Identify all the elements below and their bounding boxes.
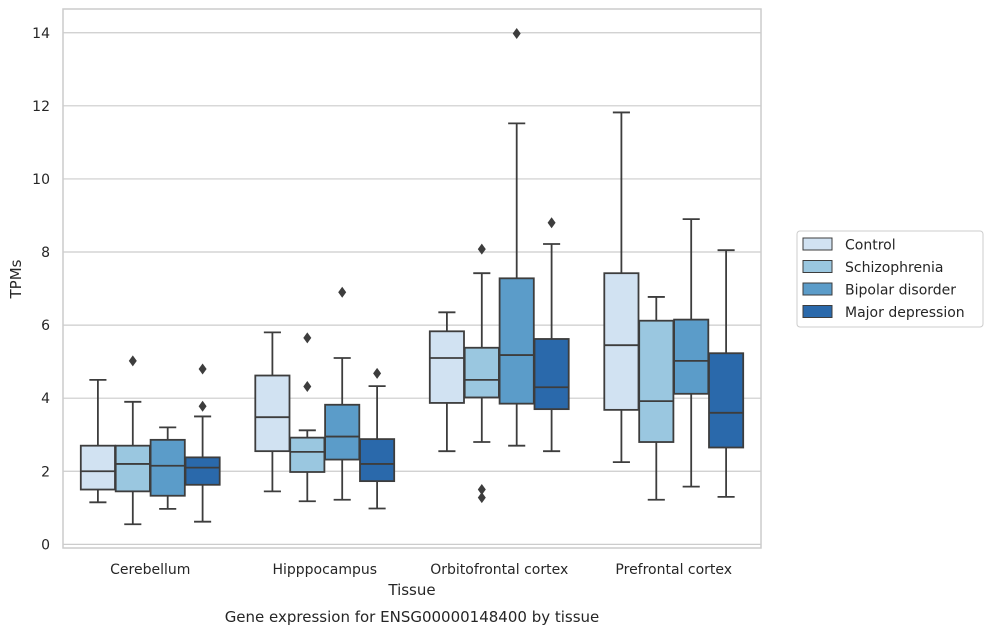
outlier-point	[512, 27, 521, 39]
iqr-box	[289, 436, 326, 473]
outlier-point	[338, 286, 347, 298]
legend-label: Schizophrenia	[845, 260, 943, 276]
outlier-point	[373, 367, 382, 379]
iqr-box	[638, 319, 675, 443]
y-tick-label: 8	[41, 245, 50, 261]
y-tick-label: 2	[41, 464, 50, 480]
iqr-box	[359, 438, 396, 483]
outlier-point	[477, 492, 486, 504]
iqr-box	[428, 330, 465, 404]
outlier-point	[303, 332, 312, 344]
box-schizophrenia	[463, 243, 500, 504]
outlier-point	[303, 380, 312, 392]
iqr-box	[149, 438, 186, 497]
x-tick-label: Hipppocampus	[272, 562, 377, 578]
box-control	[79, 379, 116, 504]
iqr-box	[498, 277, 535, 405]
iqr-box	[533, 338, 570, 411]
y-tick-labels: 0 2 4 6 8 10 12 14	[32, 26, 50, 554]
iqr-box	[603, 272, 640, 411]
outlier-point	[547, 217, 556, 229]
iqr-box	[79, 444, 116, 491]
legend-swatch	[802, 237, 833, 251]
iqr-box	[463, 346, 500, 399]
x-tick-label: Orbitofrontal cortex	[430, 562, 568, 578]
box-bipolar-disorder	[498, 27, 535, 447]
x-tick-label: Prefrontal cortex	[615, 562, 732, 578]
legend-label: Major depression	[845, 305, 965, 321]
box-control	[428, 311, 465, 453]
y-tick-label: 0	[41, 537, 50, 553]
x-axis-title: Tissue	[387, 581, 435, 599]
legend: Control Schizophrenia Bipolar disorder Majo…	[796, 230, 984, 328]
outlier-point	[477, 484, 486, 496]
box-bipolar-disorder	[324, 286, 361, 501]
iqr-box	[184, 456, 221, 486]
iqr-box	[673, 318, 710, 395]
boxes	[79, 27, 745, 526]
box-schizophrenia	[114, 355, 151, 526]
x-tick-label: Cerebellum	[110, 562, 190, 578]
iqr-box	[114, 444, 151, 493]
iqr-box	[324, 403, 361, 461]
chart-caption: Gene expression for ENSG00000148400 by t…	[225, 608, 600, 626]
y-axis-title: TPMs	[7, 259, 25, 299]
legend-swatch	[802, 305, 833, 318]
outlier-point	[128, 355, 137, 367]
box-major-depression	[359, 367, 396, 510]
y-tick-label: 10	[32, 172, 50, 188]
outlier-point	[477, 243, 486, 255]
outlier-point	[198, 400, 207, 412]
box-control	[603, 111, 640, 464]
iqr-box	[708, 352, 745, 449]
legend-swatch	[802, 260, 833, 273]
outlier-point	[198, 363, 207, 375]
plot-frame	[62, 8, 762, 549]
legend-swatch	[802, 282, 833, 296]
box-schizophrenia	[638, 296, 675, 501]
box-major-depression	[533, 217, 570, 453]
y-tick-label: 14	[32, 26, 50, 42]
box-major-depression	[184, 363, 221, 523]
y-tick-label: 4	[41, 391, 50, 407]
box-control	[254, 331, 291, 493]
legend-label: Control	[845, 238, 896, 254]
legend-frame	[796, 230, 984, 328]
x-tick-labels: Cerebellum Hipppocampus Orbitofrontal cort…	[110, 562, 732, 578]
y-tick-label: 12	[32, 99, 50, 115]
legend-label: Bipolar disorder	[845, 283, 956, 299]
box-major-depression	[708, 249, 745, 498]
iqr-box	[254, 374, 291, 453]
y-tick-label: 6	[41, 318, 50, 334]
